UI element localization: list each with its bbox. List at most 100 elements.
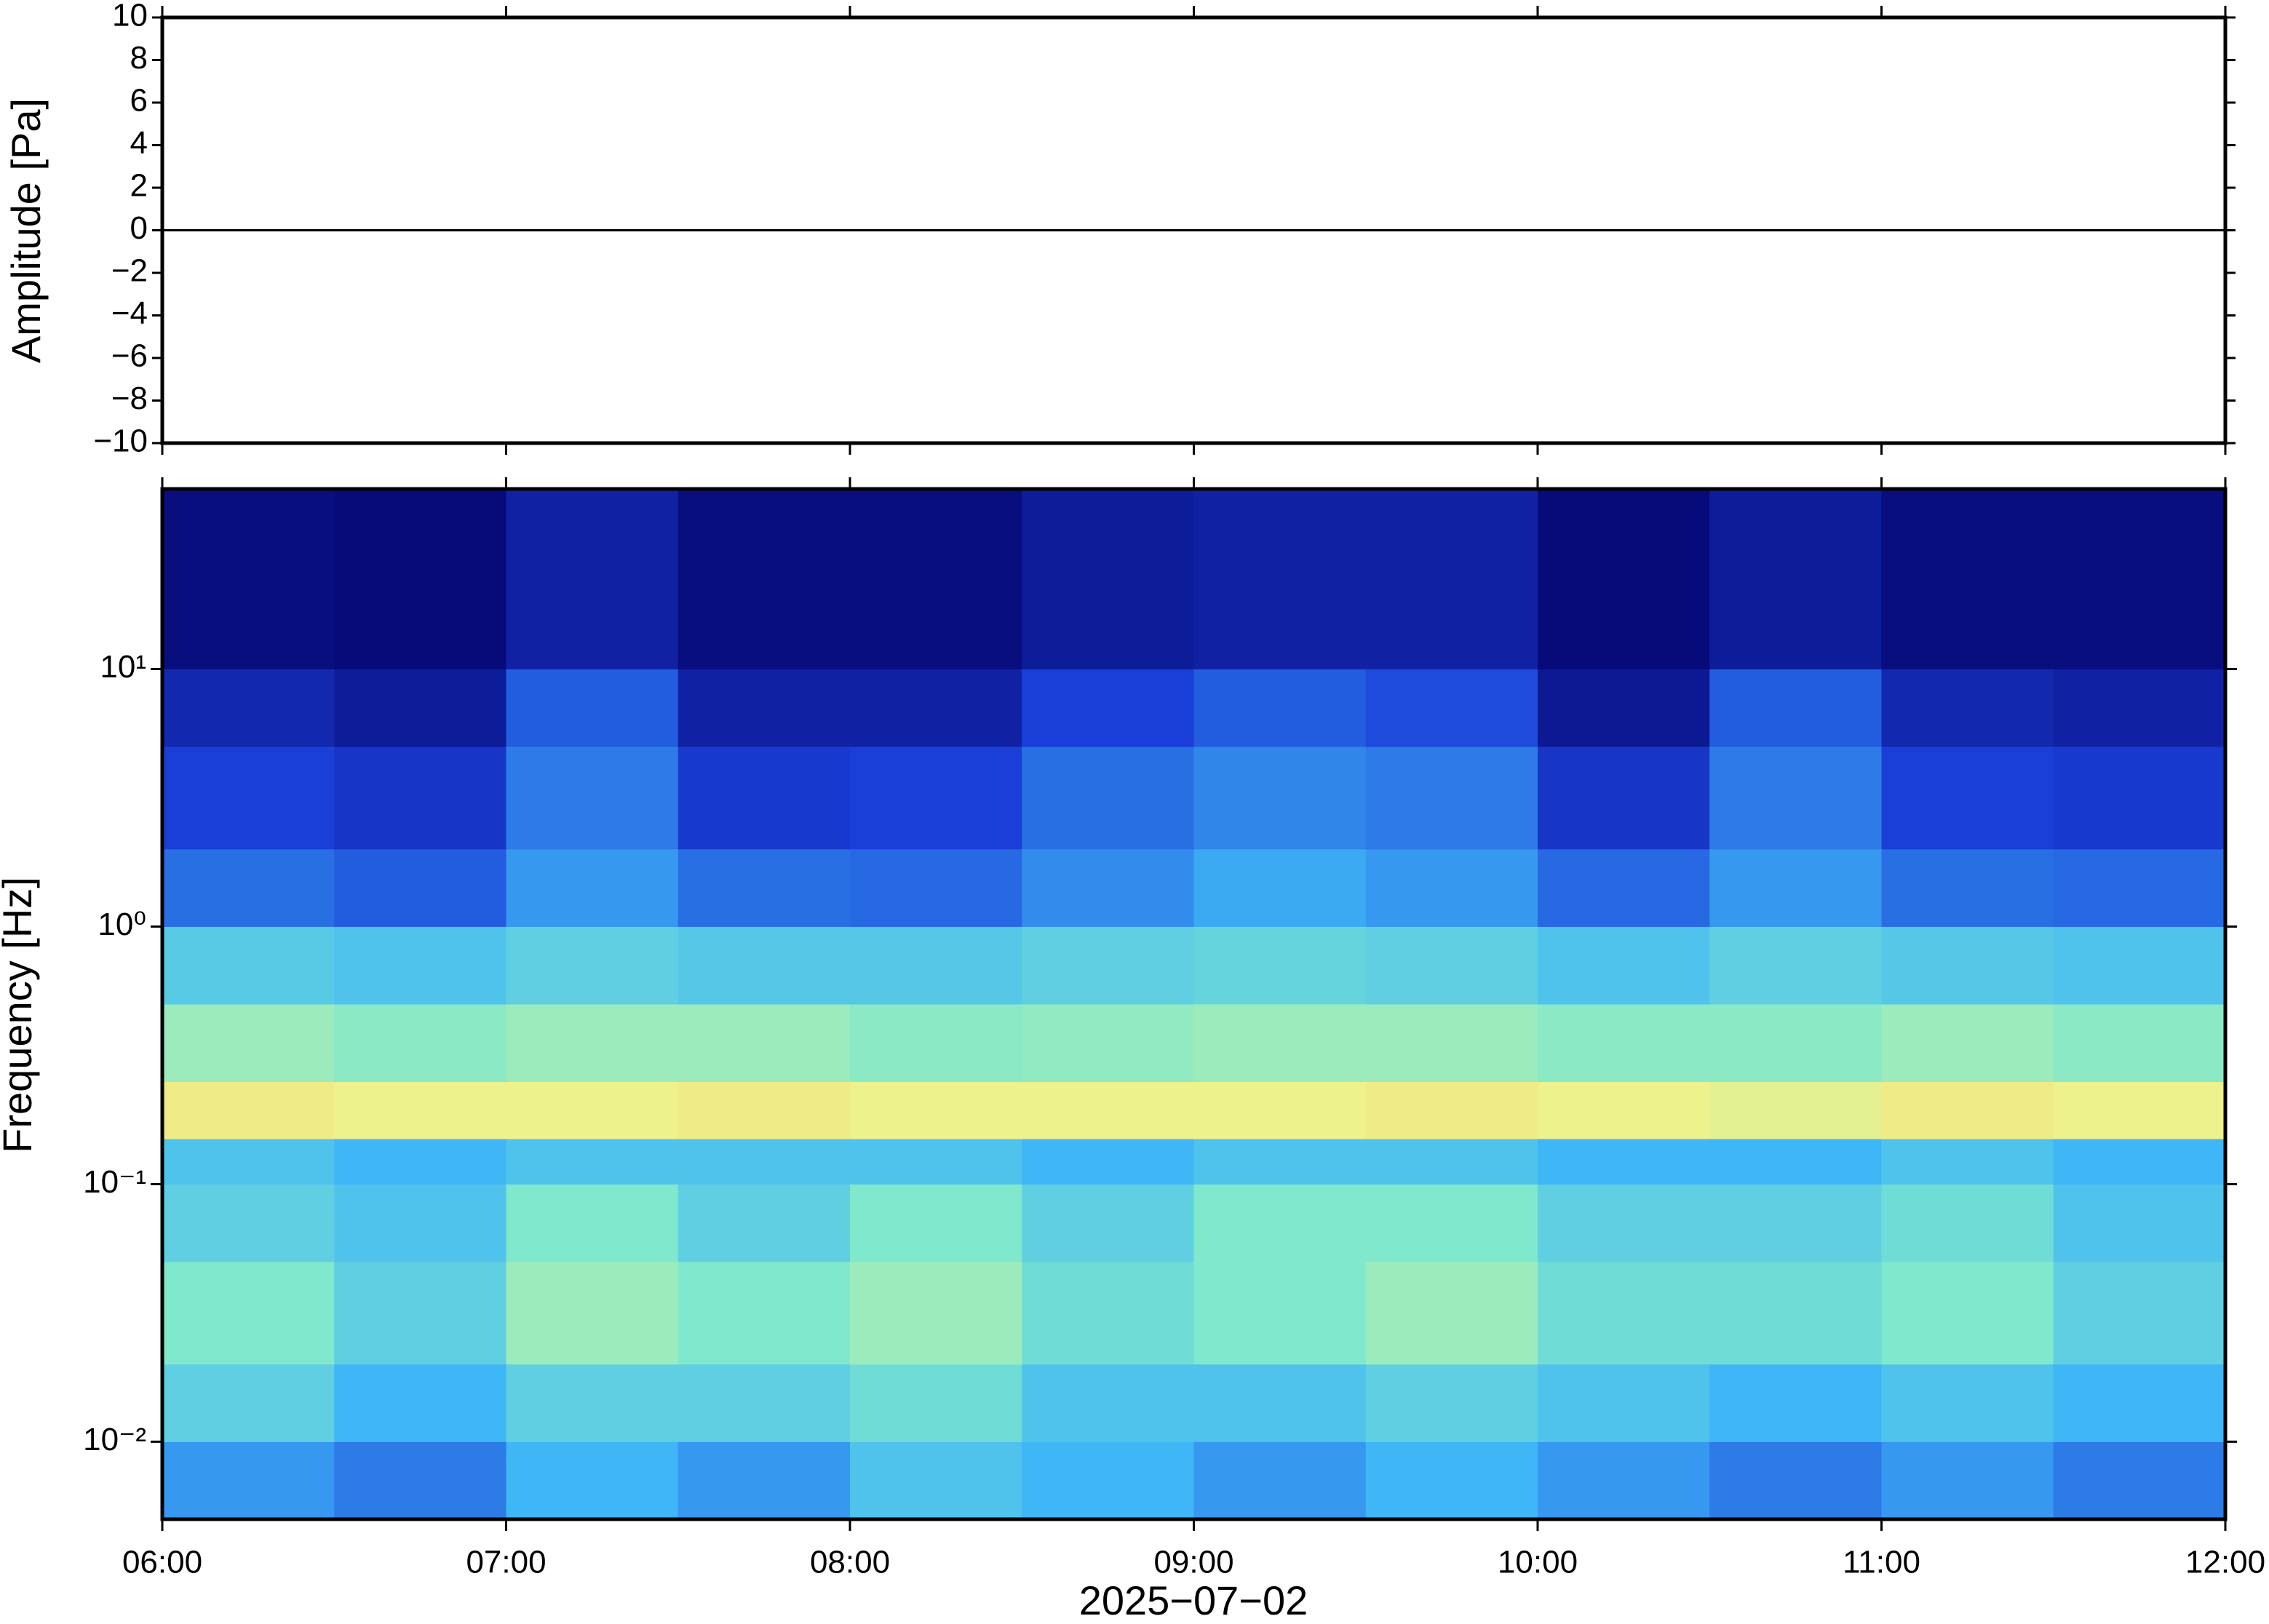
heatmap-cell bbox=[334, 1364, 506, 1442]
heatmap-cell bbox=[850, 1004, 1022, 1083]
heatmap-cell bbox=[1538, 1262, 1710, 1365]
heatmap-cell bbox=[506, 1004, 679, 1083]
heatmap-cell bbox=[677, 1364, 851, 1442]
heatmap-cell bbox=[506, 926, 679, 1005]
heatmap-cell bbox=[2053, 1441, 2226, 1520]
x-tick-label: 11:00 bbox=[1843, 1545, 1920, 1580]
heatmap-cell bbox=[677, 747, 851, 850]
heatmap-cell bbox=[1709, 1262, 1882, 1365]
heatmap-cell bbox=[1022, 1364, 1194, 1442]
heatmap-cell bbox=[162, 747, 335, 850]
heatmap-cell bbox=[850, 489, 1022, 669]
heatmap-cell bbox=[1709, 489, 1882, 669]
heatmap-cell bbox=[506, 747, 679, 850]
heatmap-cell bbox=[1709, 669, 1882, 747]
heatmap-cell bbox=[1881, 926, 2054, 1005]
heatmap-cell bbox=[162, 1184, 335, 1262]
heatmap-cell bbox=[850, 1364, 1022, 1442]
heatmap-cell bbox=[850, 747, 1022, 850]
heatmap-cell bbox=[162, 1441, 335, 1520]
heatmap-cell bbox=[1709, 1081, 1882, 1139]
heatmap-cell bbox=[162, 848, 335, 927]
heatmap-cell bbox=[2053, 1081, 2226, 1139]
heatmap-cell bbox=[506, 1441, 679, 1520]
heatmap-cell bbox=[162, 1081, 335, 1139]
heatmap-cell bbox=[506, 1139, 679, 1185]
heatmap-cell bbox=[1709, 1004, 1882, 1083]
x-axis-label: 2025−07−02 bbox=[1079, 1577, 1308, 1623]
heatmap-cell bbox=[1365, 489, 1538, 669]
heatmap-cell bbox=[1881, 669, 2054, 747]
heatmap-cell bbox=[334, 1441, 506, 1520]
heatmap-cell bbox=[1365, 926, 1538, 1005]
heatmap-cell bbox=[1022, 848, 1194, 927]
heatmap-cell bbox=[2053, 1364, 2226, 1442]
y-tick-label: 10⁰ bbox=[98, 907, 146, 942]
heatmap-cell bbox=[1881, 1364, 2054, 1442]
heatmap-cell bbox=[2053, 848, 2226, 927]
y-tick-label: 0 bbox=[130, 210, 148, 246]
x-tick-label: 09:00 bbox=[1153, 1545, 1233, 1580]
y-tick-label: 10 bbox=[112, 0, 148, 33]
heatmap-cell bbox=[1365, 1262, 1538, 1365]
heatmap-cell bbox=[1193, 1004, 1367, 1083]
x-tick-label: 06:00 bbox=[122, 1545, 202, 1580]
heatmap-cell bbox=[677, 926, 851, 1005]
heatmap-cell bbox=[1022, 1081, 1194, 1139]
heatmap-cell bbox=[1365, 669, 1538, 747]
heatmap-cell bbox=[1538, 1081, 1710, 1139]
heatmap-cell bbox=[162, 1139, 335, 1185]
heatmap-cell bbox=[2053, 1139, 2226, 1185]
heatmap-cell bbox=[1193, 848, 1367, 927]
heatmap-cell bbox=[1538, 1364, 1710, 1442]
heatmap-cell bbox=[1365, 1184, 1538, 1262]
heatmap-cell bbox=[1709, 1184, 1882, 1262]
heatmap-cell bbox=[1022, 669, 1194, 747]
heatmap-cell bbox=[1881, 1441, 2054, 1520]
y-axis-label: Amplitude [Pa] bbox=[3, 98, 49, 363]
heatmap-cell bbox=[1193, 1184, 1367, 1262]
heatmap-cell bbox=[1365, 848, 1538, 927]
heatmap-cell bbox=[506, 1184, 679, 1262]
y-tick-label: 10¹ bbox=[100, 649, 146, 685]
heatmap-cell bbox=[334, 489, 506, 669]
heatmap-cell bbox=[162, 1004, 335, 1083]
heatmap-cell bbox=[1193, 1441, 1367, 1520]
heatmap-cell bbox=[1881, 1262, 2054, 1365]
y-tick-label: −4 bbox=[111, 295, 148, 331]
heatmap-cell bbox=[677, 1004, 851, 1083]
heatmap-cell bbox=[850, 848, 1022, 927]
heatmap-cell bbox=[2053, 1004, 2226, 1083]
heatmap-cell bbox=[677, 1441, 851, 1520]
heatmap-cell bbox=[2053, 1184, 2226, 1262]
heatmap-cell bbox=[1365, 1081, 1538, 1139]
heatmap-cell bbox=[2053, 669, 2226, 747]
heatmap-cell bbox=[506, 848, 679, 927]
heatmap-cell bbox=[1193, 669, 1367, 747]
heatmap-cell bbox=[1193, 489, 1367, 669]
heatmap-cell bbox=[1193, 1081, 1367, 1139]
heatmap-cell bbox=[1193, 747, 1367, 850]
heatmap-cell bbox=[2053, 926, 2226, 1005]
heatmap-cell bbox=[1365, 1364, 1538, 1442]
heatmap-cell bbox=[334, 1184, 506, 1262]
heatmap-cell bbox=[506, 1262, 679, 1365]
heatmap-cell bbox=[162, 1262, 335, 1365]
heatmap-cell bbox=[334, 1004, 506, 1083]
heatmap-cell bbox=[1709, 1139, 1882, 1185]
heatmap-cell bbox=[1538, 1004, 1710, 1083]
heatmap-cell bbox=[677, 1139, 851, 1185]
heatmap-cell bbox=[1538, 848, 1710, 927]
heatmap-cell bbox=[1193, 1139, 1367, 1185]
heatmap-cell bbox=[850, 1081, 1022, 1139]
heatmap-cell bbox=[1881, 1004, 2054, 1083]
heatmap-cell bbox=[1709, 747, 1882, 850]
y-tick-label: 6 bbox=[130, 83, 148, 119]
plot-frame bbox=[160, 487, 2228, 1521]
heatmap-cell bbox=[677, 489, 851, 669]
heatmap-cell bbox=[162, 926, 335, 1005]
heatmap-cell bbox=[1022, 1184, 1194, 1262]
x-tick-label: 12:00 bbox=[2185, 1545, 2265, 1580]
heatmap-cell bbox=[2053, 1262, 2226, 1365]
heatmap-cell bbox=[1881, 1081, 2054, 1139]
